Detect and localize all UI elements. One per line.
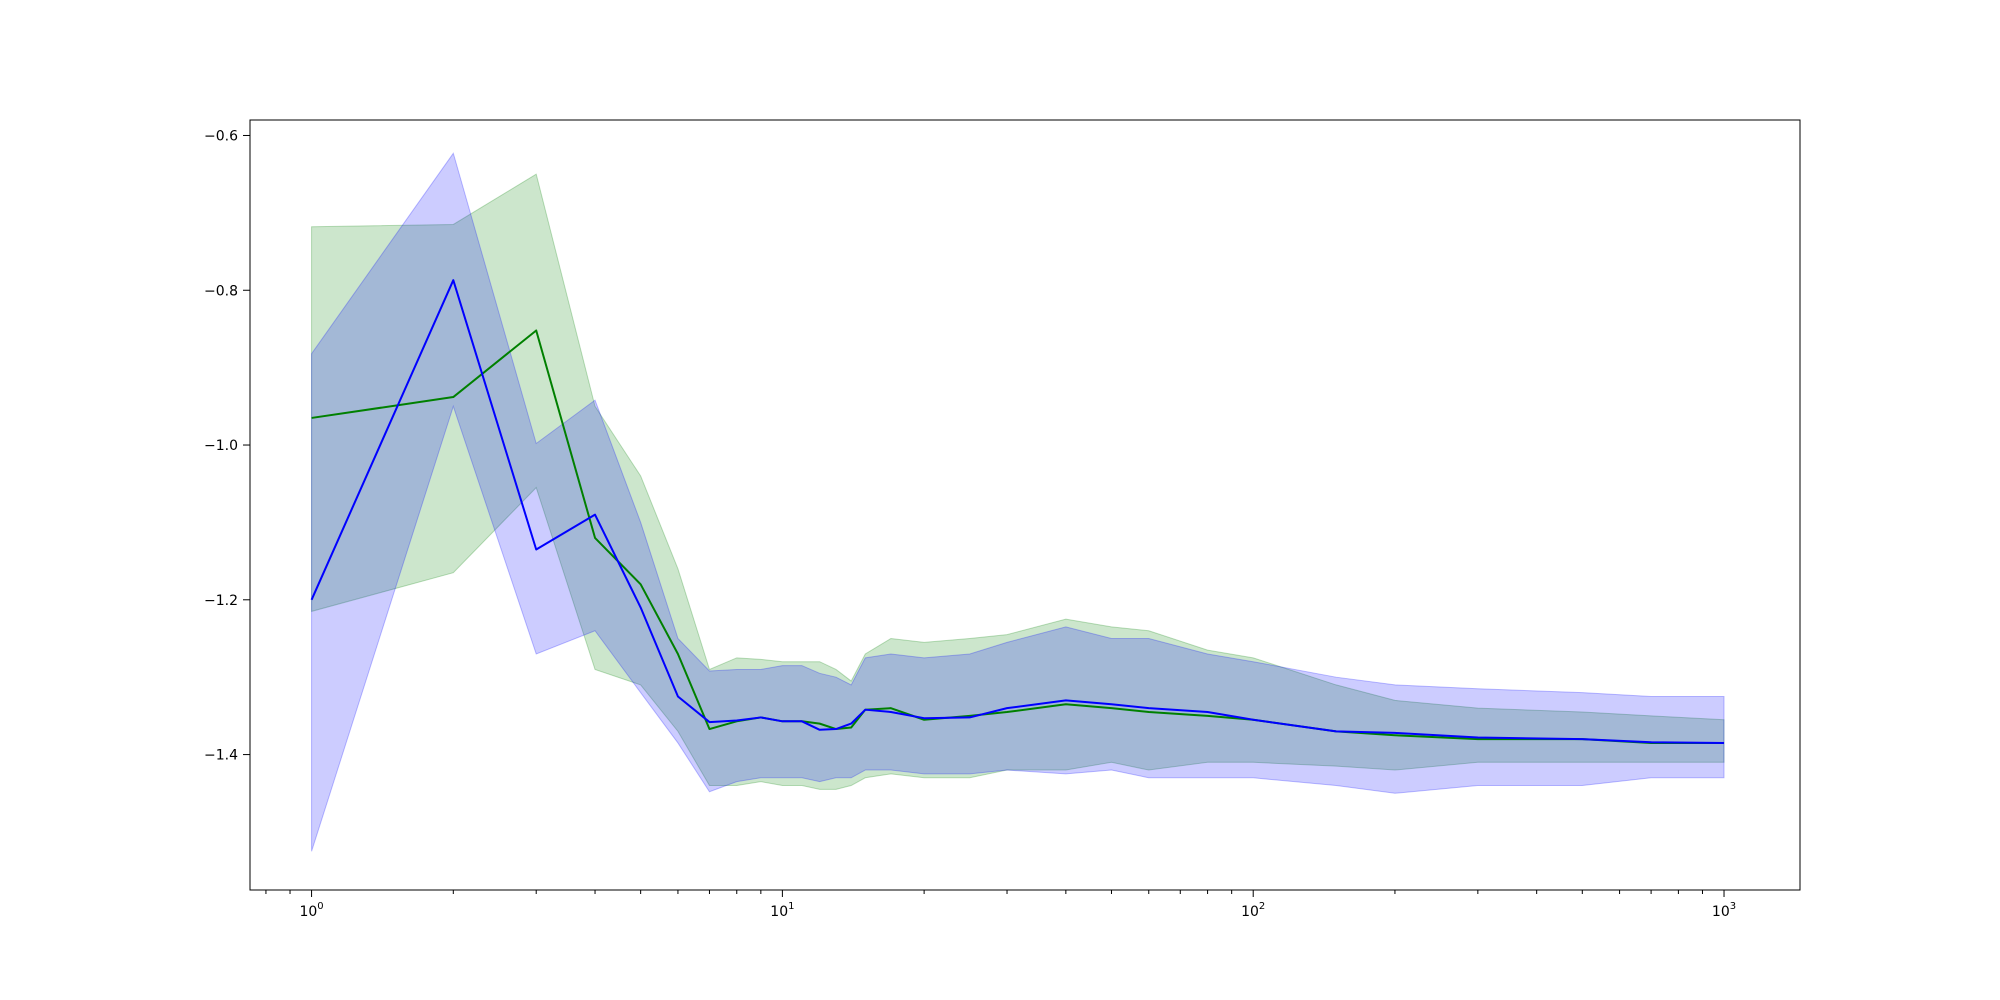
y-tick-label: −0.8 <box>204 283 238 299</box>
y-tick-label: −1.2 <box>204 593 238 609</box>
series-lines <box>310 279 1725 744</box>
axes-frame <box>249 119 1801 891</box>
y-axis: −0.6 −0.8 −1.0 −1.2 −1.4 <box>204 128 250 764</box>
x-tick-label: 101 <box>770 901 794 920</box>
series-1-line <box>310 279 1725 744</box>
confidence-bands <box>311 152 1725 852</box>
x-tick-label: 102 <box>1241 901 1265 920</box>
x-tick-label: 103 <box>1712 901 1736 920</box>
y-tick-label: −0.6 <box>204 128 238 144</box>
plot-area <box>310 152 1725 852</box>
series-1-band <box>311 152 1725 852</box>
y-tick-label: −1.4 <box>204 748 238 764</box>
y-tick-label: −1.0 <box>204 438 238 454</box>
series-0-band <box>311 173 1725 790</box>
x-axis: 100 101 102 103 <box>265 890 1736 920</box>
x-tick-label: 100 <box>299 901 323 920</box>
